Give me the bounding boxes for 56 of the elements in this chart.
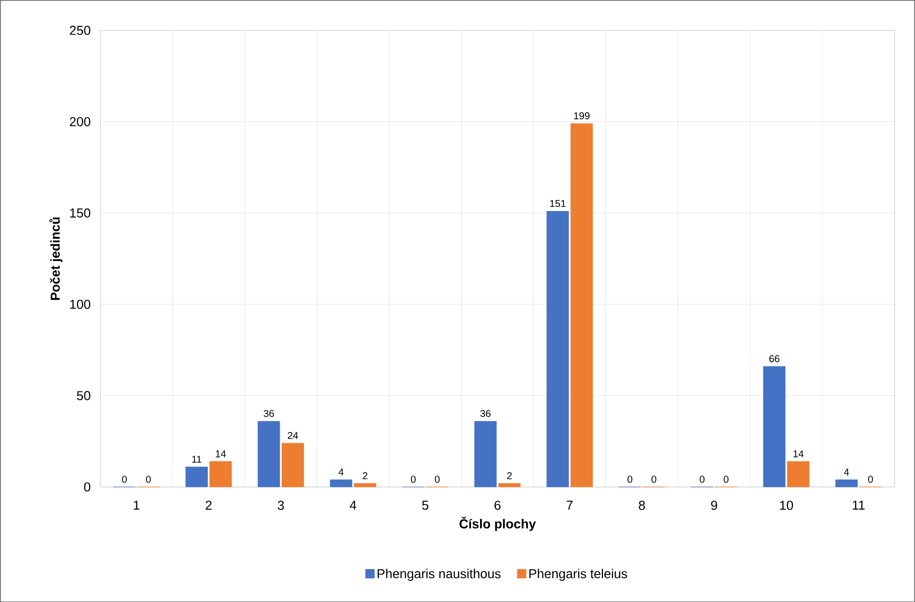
x-tick-label: 8 — [638, 500, 645, 510]
data-label: 0 — [410, 476, 416, 483]
data-label: 0 — [868, 476, 873, 483]
data-label: 14 — [216, 450, 226, 458]
y-axis-title: Počet jedinců — [49, 217, 62, 300]
data-label: 4 — [338, 468, 344, 476]
data-label: 2 — [507, 472, 512, 479]
data-label: 151 — [550, 200, 566, 207]
y-tick-label: 100 — [70, 300, 90, 309]
data-label: 0 — [724, 476, 728, 483]
bar — [546, 210, 569, 487]
legend-label: Phengaris teleius — [529, 568, 628, 581]
data-label: 4 — [844, 468, 850, 476]
x-axis-title: Číslo plochy — [460, 516, 536, 531]
bar — [209, 461, 232, 487]
data-label: 11 — [192, 456, 202, 463]
data-label: 0 — [122, 476, 127, 483]
bar — [763, 366, 786, 487]
bar — [354, 483, 376, 487]
y-tick-label: 150 — [70, 208, 90, 218]
data-label: 14 — [794, 450, 804, 458]
bar — [282, 442, 304, 487]
data-label: 0 — [652, 476, 656, 483]
y-tick-label: 200 — [70, 116, 90, 126]
bar — [498, 483, 521, 487]
data-label: 0 — [628, 476, 632, 483]
y-tick-label: 250 — [70, 26, 90, 35]
bar — [835, 479, 858, 487]
y-tick-label: 50 — [76, 390, 90, 400]
x-tick-label: 2 — [206, 500, 212, 510]
data-label: 0 — [146, 476, 151, 483]
data-label: 199 — [574, 112, 590, 120]
x-tick-label: 6 — [494, 500, 501, 510]
x-tick-label: 5 — [422, 500, 428, 510]
x-tick-label: 11 — [852, 500, 865, 510]
bar — [330, 479, 352, 487]
y-tick-label: 0 — [84, 482, 90, 492]
x-tick-label: 9 — [711, 500, 718, 510]
data-label: 0 — [700, 476, 704, 483]
x-tick-label: 1 — [134, 500, 140, 510]
bar — [787, 461, 810, 487]
x-tick-label: 4 — [350, 500, 356, 510]
legend-label: Phengaris nausithous — [378, 568, 501, 581]
bar — [570, 123, 593, 487]
data-label: 36 — [264, 410, 274, 417]
x-tick-label: 10 — [780, 500, 794, 510]
data-label: 66 — [769, 355, 780, 362]
bar — [474, 420, 497, 487]
data-label: 2 — [362, 472, 368, 479]
data-label: 0 — [434, 476, 440, 483]
data-label: 36 — [480, 410, 491, 417]
x-tick-label: 7 — [566, 500, 573, 510]
bar — [186, 466, 208, 487]
bar — [258, 420, 280, 487]
x-tick-label: 3 — [278, 500, 284, 510]
data-label: 24 — [288, 432, 298, 439]
